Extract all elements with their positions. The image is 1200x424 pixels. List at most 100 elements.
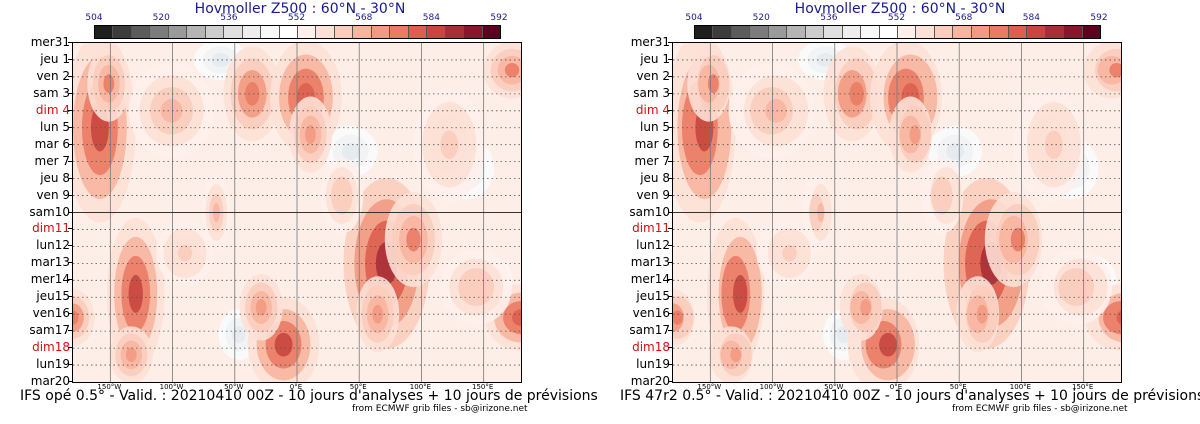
colorbar-swatch (750, 26, 769, 38)
y-tick (668, 194, 672, 196)
colorbar-swatch (1027, 26, 1046, 38)
y-tick (68, 211, 72, 213)
field-contour (946, 143, 965, 160)
field-contour (128, 274, 143, 313)
colorbar-swatch (187, 26, 206, 38)
y-tick-label: jeu 8 (640, 170, 670, 185)
colorbar-swatch (713, 26, 732, 38)
y-tick (668, 228, 672, 230)
colorbar-swatch (1008, 26, 1028, 38)
field-contour (816, 53, 835, 67)
y-tick (68, 262, 72, 264)
field-contour (467, 277, 486, 297)
y-tick-label: jeu15 (636, 289, 670, 304)
colorbar-swatch (316, 26, 335, 38)
colorbar-swatch (971, 26, 991, 38)
colorbar-tick-label: 520 (152, 13, 170, 23)
field-contour (512, 309, 521, 326)
colorbar-swatch (297, 26, 317, 38)
y-tick-label: lun19 (36, 357, 70, 372)
y-tick (668, 143, 672, 145)
y-tick-label: ven 9 (636, 187, 670, 202)
field-contour (782, 244, 797, 262)
colorbar-swatch (464, 26, 483, 38)
x-tick-label: 100°W (159, 383, 184, 391)
field-contour (1109, 63, 1121, 78)
y-tick-label: sam10 (29, 204, 70, 219)
y-tick (68, 347, 72, 349)
y-tick (668, 58, 672, 60)
y-tick (68, 330, 72, 332)
field-contour (103, 74, 115, 94)
field-contour (372, 304, 384, 324)
y-tick-label: lun 5 (40, 119, 70, 134)
field-contour (730, 347, 742, 362)
y-tick-label: lun12 (636, 238, 670, 253)
field-contour (976, 304, 988, 324)
colorbar-swatch (1082, 26, 1100, 38)
colorbar-tick-label: 584 (1022, 13, 1040, 23)
y-tick-label: sam 3 (33, 85, 70, 100)
colorbar-swatch (150, 26, 169, 38)
y-tick-label: lun 5 (640, 119, 670, 134)
y-tick-label: jeu15 (36, 289, 70, 304)
field-contour (406, 227, 421, 252)
field-contour (1103, 300, 1121, 335)
x-tick-label: 150°W (697, 383, 722, 391)
colorbar-swatch (390, 26, 409, 38)
y-tick (68, 42, 72, 43)
y-tick-label: dim 4 (35, 102, 70, 117)
colorbar-tick-label: 592 (490, 13, 508, 23)
caption: IFS opé 0.5° - Valid. : 20210410 00Z - 1… (20, 388, 598, 404)
x-tick-label: 150°E (1072, 383, 1094, 391)
colorbar-swatch (371, 26, 391, 38)
field-contour (860, 299, 872, 316)
y-tick-label: mer 7 (634, 153, 670, 168)
y-tick (68, 228, 72, 230)
plot-area (672, 42, 1122, 383)
x-tick-label: 0°E (889, 383, 903, 391)
colorbar-swatch (242, 26, 262, 38)
colorbar-swatch (334, 26, 354, 38)
y-tick (68, 364, 72, 366)
colorbar-swatch (787, 26, 806, 38)
y-tick-label: sam17 (29, 323, 70, 338)
colorbar-swatch (131, 26, 151, 38)
field-contour (125, 347, 137, 362)
y-tick-label: mar 6 (34, 136, 70, 151)
colorbar-swatch (168, 26, 188, 38)
y-tick (668, 245, 672, 247)
y-tick-label: dim11 (32, 221, 70, 236)
y-tick-label: dim 4 (635, 102, 670, 117)
y-tick-label: ven 2 (36, 68, 70, 83)
y-tick (668, 381, 672, 382)
colorbar-swatch (1045, 26, 1065, 38)
field-contour (909, 125, 921, 145)
chart-title: Hovmoller Z500 : 60°N - 30°N (794, 1, 1006, 17)
y-tick (68, 75, 72, 77)
field-contour (232, 326, 246, 344)
field-contour (1044, 130, 1063, 159)
x-tick-label: 100°E (409, 383, 432, 391)
colorbar-swatch (279, 26, 298, 38)
colorbar-tick-label: 552 (887, 13, 906, 23)
y-tick (668, 279, 672, 281)
y-tick-label: lun12 (36, 238, 70, 253)
colorbar-swatch (897, 26, 917, 38)
y-tick-label: mar 6 (634, 136, 670, 151)
y-tick (68, 58, 72, 60)
colorbar-tick-label: 536 (820, 13, 838, 23)
y-tick-label: mer14 (630, 272, 670, 287)
hovmoller-field (73, 43, 521, 382)
colorbar-tick-label: 568 (355, 13, 373, 23)
colorbar-swatch (824, 26, 843, 38)
colorbar-swatch (205, 26, 225, 38)
colorbar-swatch (768, 26, 788, 38)
x-tick-label: 100°E (1009, 383, 1032, 391)
field-contour (849, 81, 864, 106)
field-contour (177, 244, 193, 262)
y-tick (668, 313, 672, 315)
colorbar-tick-label: 536 (220, 13, 238, 23)
field-contour (245, 81, 260, 106)
y-tick (668, 364, 672, 366)
